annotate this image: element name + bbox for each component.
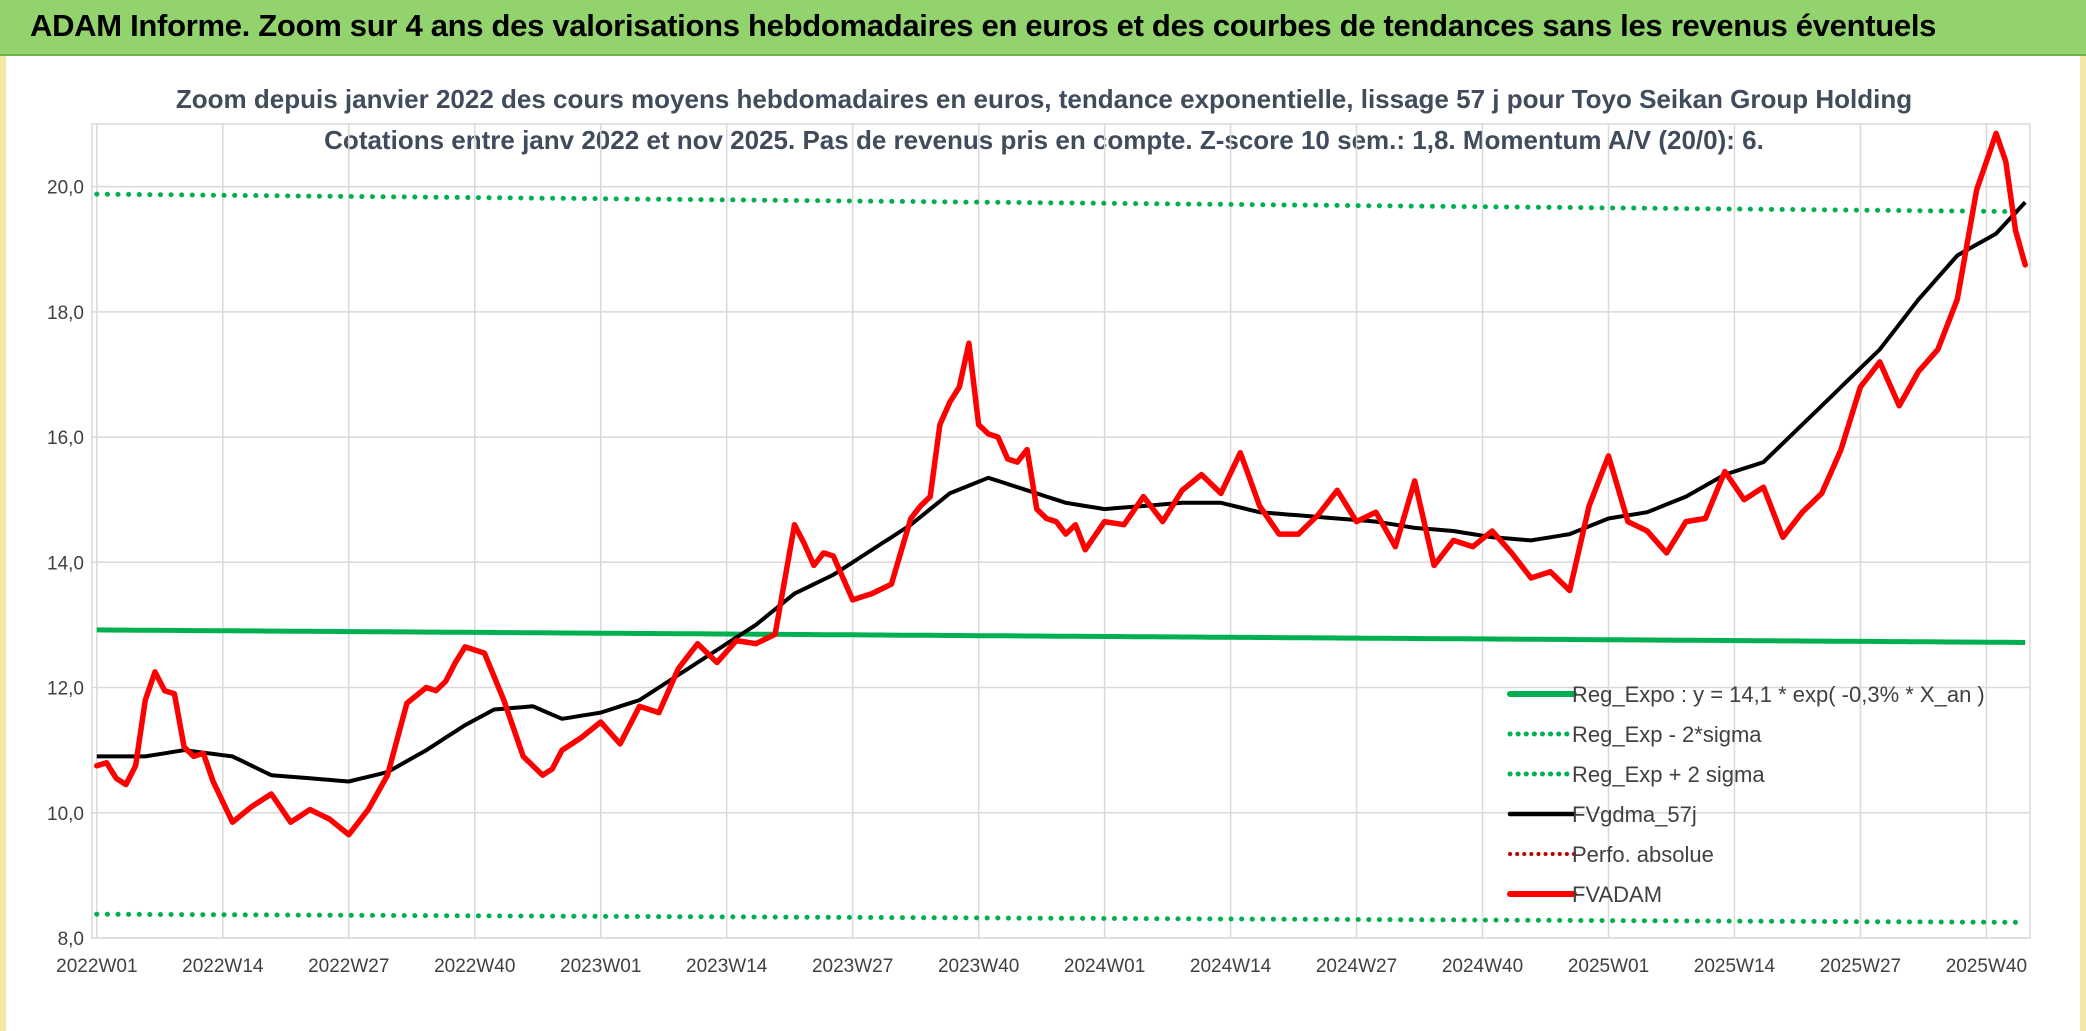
x-tick-label: 2025W27	[1820, 956, 1901, 977]
series-layer	[94, 130, 2028, 925]
y-tick-label: 10,0	[47, 804, 84, 825]
plot-border	[91, 123, 2031, 939]
x-tick-label: 2023W27	[812, 956, 893, 977]
legend-label-fvgdma-57j: FVgdma_57j	[1572, 802, 1697, 827]
x-tick-label: 2022W01	[56, 956, 137, 977]
x-tick-label: 2023W14	[686, 956, 768, 977]
x-tick-label: 2024W14	[1190, 956, 1272, 977]
x-tick-label: 2025W01	[1568, 956, 1649, 977]
x-tick-label: 2022W14	[182, 956, 264, 977]
x-tick-label: 2022W27	[308, 956, 389, 977]
x-gridlines	[96, 124, 1988, 938]
series-line-reg-exp-2-sigma	[94, 191, 2028, 215]
y-tick-label: 14,0	[47, 553, 84, 574]
x-tick-label: 2022W40	[434, 956, 515, 977]
y-tick-label: 8,0	[58, 929, 84, 950]
x-tick-label: 2024W01	[1064, 956, 1145, 977]
y-axis-tick-labels: 8,0 10,0 12,0 14,0 16,0 18,0 20,0	[47, 178, 84, 950]
x-tick-label: 2023W40	[938, 956, 1019, 977]
right-edge-strip	[2080, 56, 2086, 1031]
x-axis-tick-labels: 2022W01 2022W14 2022W27 2022W40 2023W01 2023W…	[56, 956, 2027, 977]
x-tick-label: 2025W14	[1694, 956, 1776, 977]
x-tick-label: 2024W27	[1316, 956, 1397, 977]
chart-title: Zoom depuis janvier 2022 des cours moyen…	[176, 84, 1912, 114]
banner-title: ADAM Informe. Zoom sur 4 ans des valoris…	[30, 8, 1937, 43]
series-line-fvadam	[94, 130, 2028, 838]
y-tick-label: 20,0	[47, 178, 84, 199]
report-banner: ADAM Informe. Zoom sur 4 ans des valoris…	[0, 0, 2086, 56]
legend-label-reg-exp-2-sigma: Reg_Exp + 2 sigma	[1572, 762, 1765, 787]
chart-subtitle: Cotations entre janv 2022 et nov 2025. P…	[324, 125, 1764, 155]
x-tick-label: 2025W40	[1946, 956, 2027, 977]
legend-label-reg-expo-y-14-1-exp-0-3-x-an: Reg_Expo : y = 14,1 * exp( -0,3% * X_an …	[1572, 682, 1985, 707]
chart-svg: Zoom depuis janvier 2022 des cours moyen…	[47, 84, 2031, 977]
y-tick-label: 16,0	[47, 428, 84, 449]
series-line-reg-exp-2-sigma	[94, 911, 2028, 925]
legend-label-reg-exp-2-sigma: Reg_Exp - 2*sigma	[1572, 722, 1762, 747]
chart-legend: Reg_Expo : y = 14,1 * exp( -0,3% * X_an …	[1507, 682, 1985, 907]
x-tick-label: 2024W40	[1442, 956, 1523, 977]
legend-label-perfo-absolue: Perfo. absolue	[1572, 842, 1714, 867]
y-tick-label: 12,0	[47, 679, 84, 700]
series-line-reg-expo-y-14-1-exp-0-3-x-an	[96, 627, 2026, 645]
x-tick-label: 2023W01	[560, 956, 641, 977]
y-gridlines	[91, 123, 2031, 939]
legend-label-fvadam: FVADAM	[1572, 882, 1662, 907]
y-tick-label: 18,0	[47, 303, 84, 324]
series-line-fvgdma-57j	[96, 200, 2027, 784]
left-edge-strip	[0, 56, 6, 1031]
